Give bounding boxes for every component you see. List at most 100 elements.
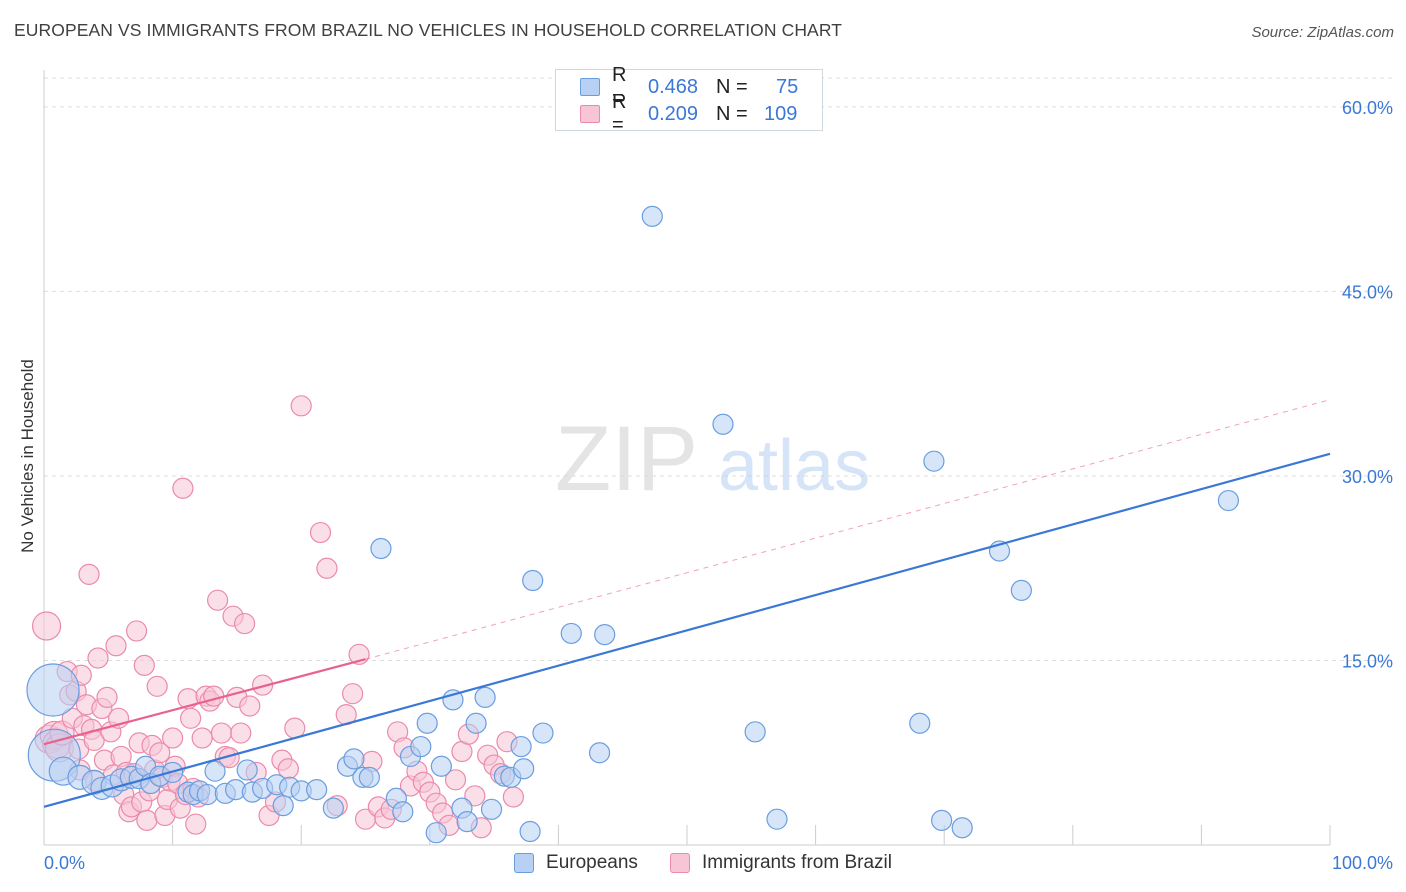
europeans-point: [465, 712, 487, 734]
europeans-point: [272, 795, 294, 817]
immigrants-point: [146, 675, 168, 697]
europeans-trend-line: [43, 452, 1331, 808]
europeans-point: [416, 712, 438, 734]
tick-labels: 15.0% 30.0% 45.0% 60.0% 0.0% 100.0%: [44, 98, 1393, 873]
immigrants-point: [464, 785, 486, 807]
europeans-point: [343, 748, 365, 770]
immigrants-point: [136, 809, 158, 831]
europeans-point: [513, 758, 535, 780]
europeans-point: [641, 205, 663, 227]
watermark-zip: ZIP: [555, 408, 698, 510]
trend-lines: [43, 399, 1331, 808]
watermark-atlas: atlas: [718, 426, 870, 506]
legend-item-europeans[interactable]: Europeans: [514, 852, 638, 874]
europeans-point: [236, 759, 258, 781]
europeans-point: [196, 783, 218, 806]
immigrants-point: [31, 611, 62, 641]
source-label: Source: ZipAtlas.com: [1251, 24, 1394, 41]
y-tick-label: 45.0%: [1342, 282, 1393, 302]
r-value: 0.209: [648, 102, 699, 125]
stats-row-immigrants: R = 0.209 N = 109: [580, 91, 797, 136]
grid-lines: [44, 77, 1392, 661]
y-tick-label: 30.0%: [1342, 467, 1393, 487]
r-label: R =: [612, 64, 627, 109]
europeans-point: [392, 801, 414, 823]
europeans-point: [766, 808, 788, 830]
europeans-point: [532, 722, 554, 744]
legend-item-immigrants[interactable]: Immigrants from Brazil: [669, 852, 892, 874]
europeans-point: [306, 779, 328, 801]
immigrants-point: [203, 685, 225, 707]
immigrants-point: [502, 786, 524, 808]
pink-swatch: [580, 105, 600, 123]
immigrants-point: [105, 635, 127, 657]
legend-label: Immigrants from Brazil: [701, 852, 892, 873]
immigrants-point: [78, 563, 100, 585]
immigrants-point: [191, 727, 213, 749]
y-tick-label: 15.0%: [1342, 651, 1393, 671]
europeans-point: [519, 820, 541, 843]
europeans-point: [204, 760, 226, 782]
r-label: R =: [612, 91, 627, 136]
immigrants-point: [316, 557, 338, 579]
europeans-point: [474, 686, 496, 708]
immigrants-point: [180, 707, 202, 729]
europeans-point: [1010, 579, 1032, 601]
europeans-point: [480, 798, 503, 820]
immigrants-point: [133, 654, 155, 676]
x-tick-label: 0.0%: [44, 853, 85, 873]
immigrants-point: [342, 683, 364, 705]
europeans-point: [909, 712, 931, 734]
europeans-point: [951, 817, 973, 839]
blue-swatch: [580, 78, 600, 96]
europeans-point: [456, 811, 478, 833]
series-legend: Europeans Immigrants from Brazil: [0, 852, 1406, 874]
europeans-point: [931, 809, 953, 831]
n-value: 75: [776, 75, 799, 98]
blue-swatch: [514, 853, 535, 873]
immigrants-point: [125, 620, 148, 642]
immigrants-point: [172, 477, 194, 499]
immigrants-point: [87, 647, 109, 669]
immigrants-point: [230, 722, 252, 744]
immigrants-trend-line: [43, 658, 366, 746]
europeans-point: [425, 822, 447, 844]
immigrants-point: [290, 395, 312, 417]
europeans-point: [712, 413, 734, 435]
pink-swatch: [669, 853, 690, 873]
stats-legend: R = 0.468 N = 75 R = 0.209 N = 109: [555, 64, 823, 136]
immigrants-point: [234, 612, 256, 635]
europeans-point: [430, 755, 452, 777]
y-tick-label: 60.0%: [1342, 98, 1393, 118]
n-label: N =: [716, 75, 748, 98]
immigrants-trend-extension: [365, 399, 1331, 660]
immigrants-point: [444, 769, 467, 791]
r-value: 0.468: [648, 75, 699, 98]
europeans-point: [1217, 489, 1240, 512]
immigrants-point: [162, 727, 184, 749]
x-tick-label: 100.0%: [1332, 853, 1393, 873]
immigrants-point: [210, 722, 233, 744]
legend-label: Europeans: [546, 852, 638, 873]
europeans-point: [923, 450, 945, 472]
stats-row-europeans: R = 0.468 N = 75: [580, 64, 799, 109]
europeans-point: [26, 663, 80, 717]
europeans-point: [744, 721, 766, 743]
immigrants-point: [239, 695, 261, 717]
immigrants-point: [252, 674, 274, 696]
series-europeans-points: [26, 96, 1240, 844]
watermark: ZIP atlas: [555, 408, 870, 510]
immigrants-point: [185, 813, 207, 835]
europeans-point: [510, 735, 532, 758]
immigrants-point: [309, 521, 332, 544]
europeans-point: [322, 797, 344, 819]
europeans-point: [370, 537, 392, 560]
europeans-point: [358, 766, 380, 788]
immigrants-point: [149, 742, 171, 764]
immigrants-point: [96, 686, 118, 708]
europeans-point: [522, 569, 544, 592]
immigrants-point: [207, 589, 229, 611]
europeans-point: [410, 735, 432, 758]
europeans-point: [588, 742, 611, 764]
